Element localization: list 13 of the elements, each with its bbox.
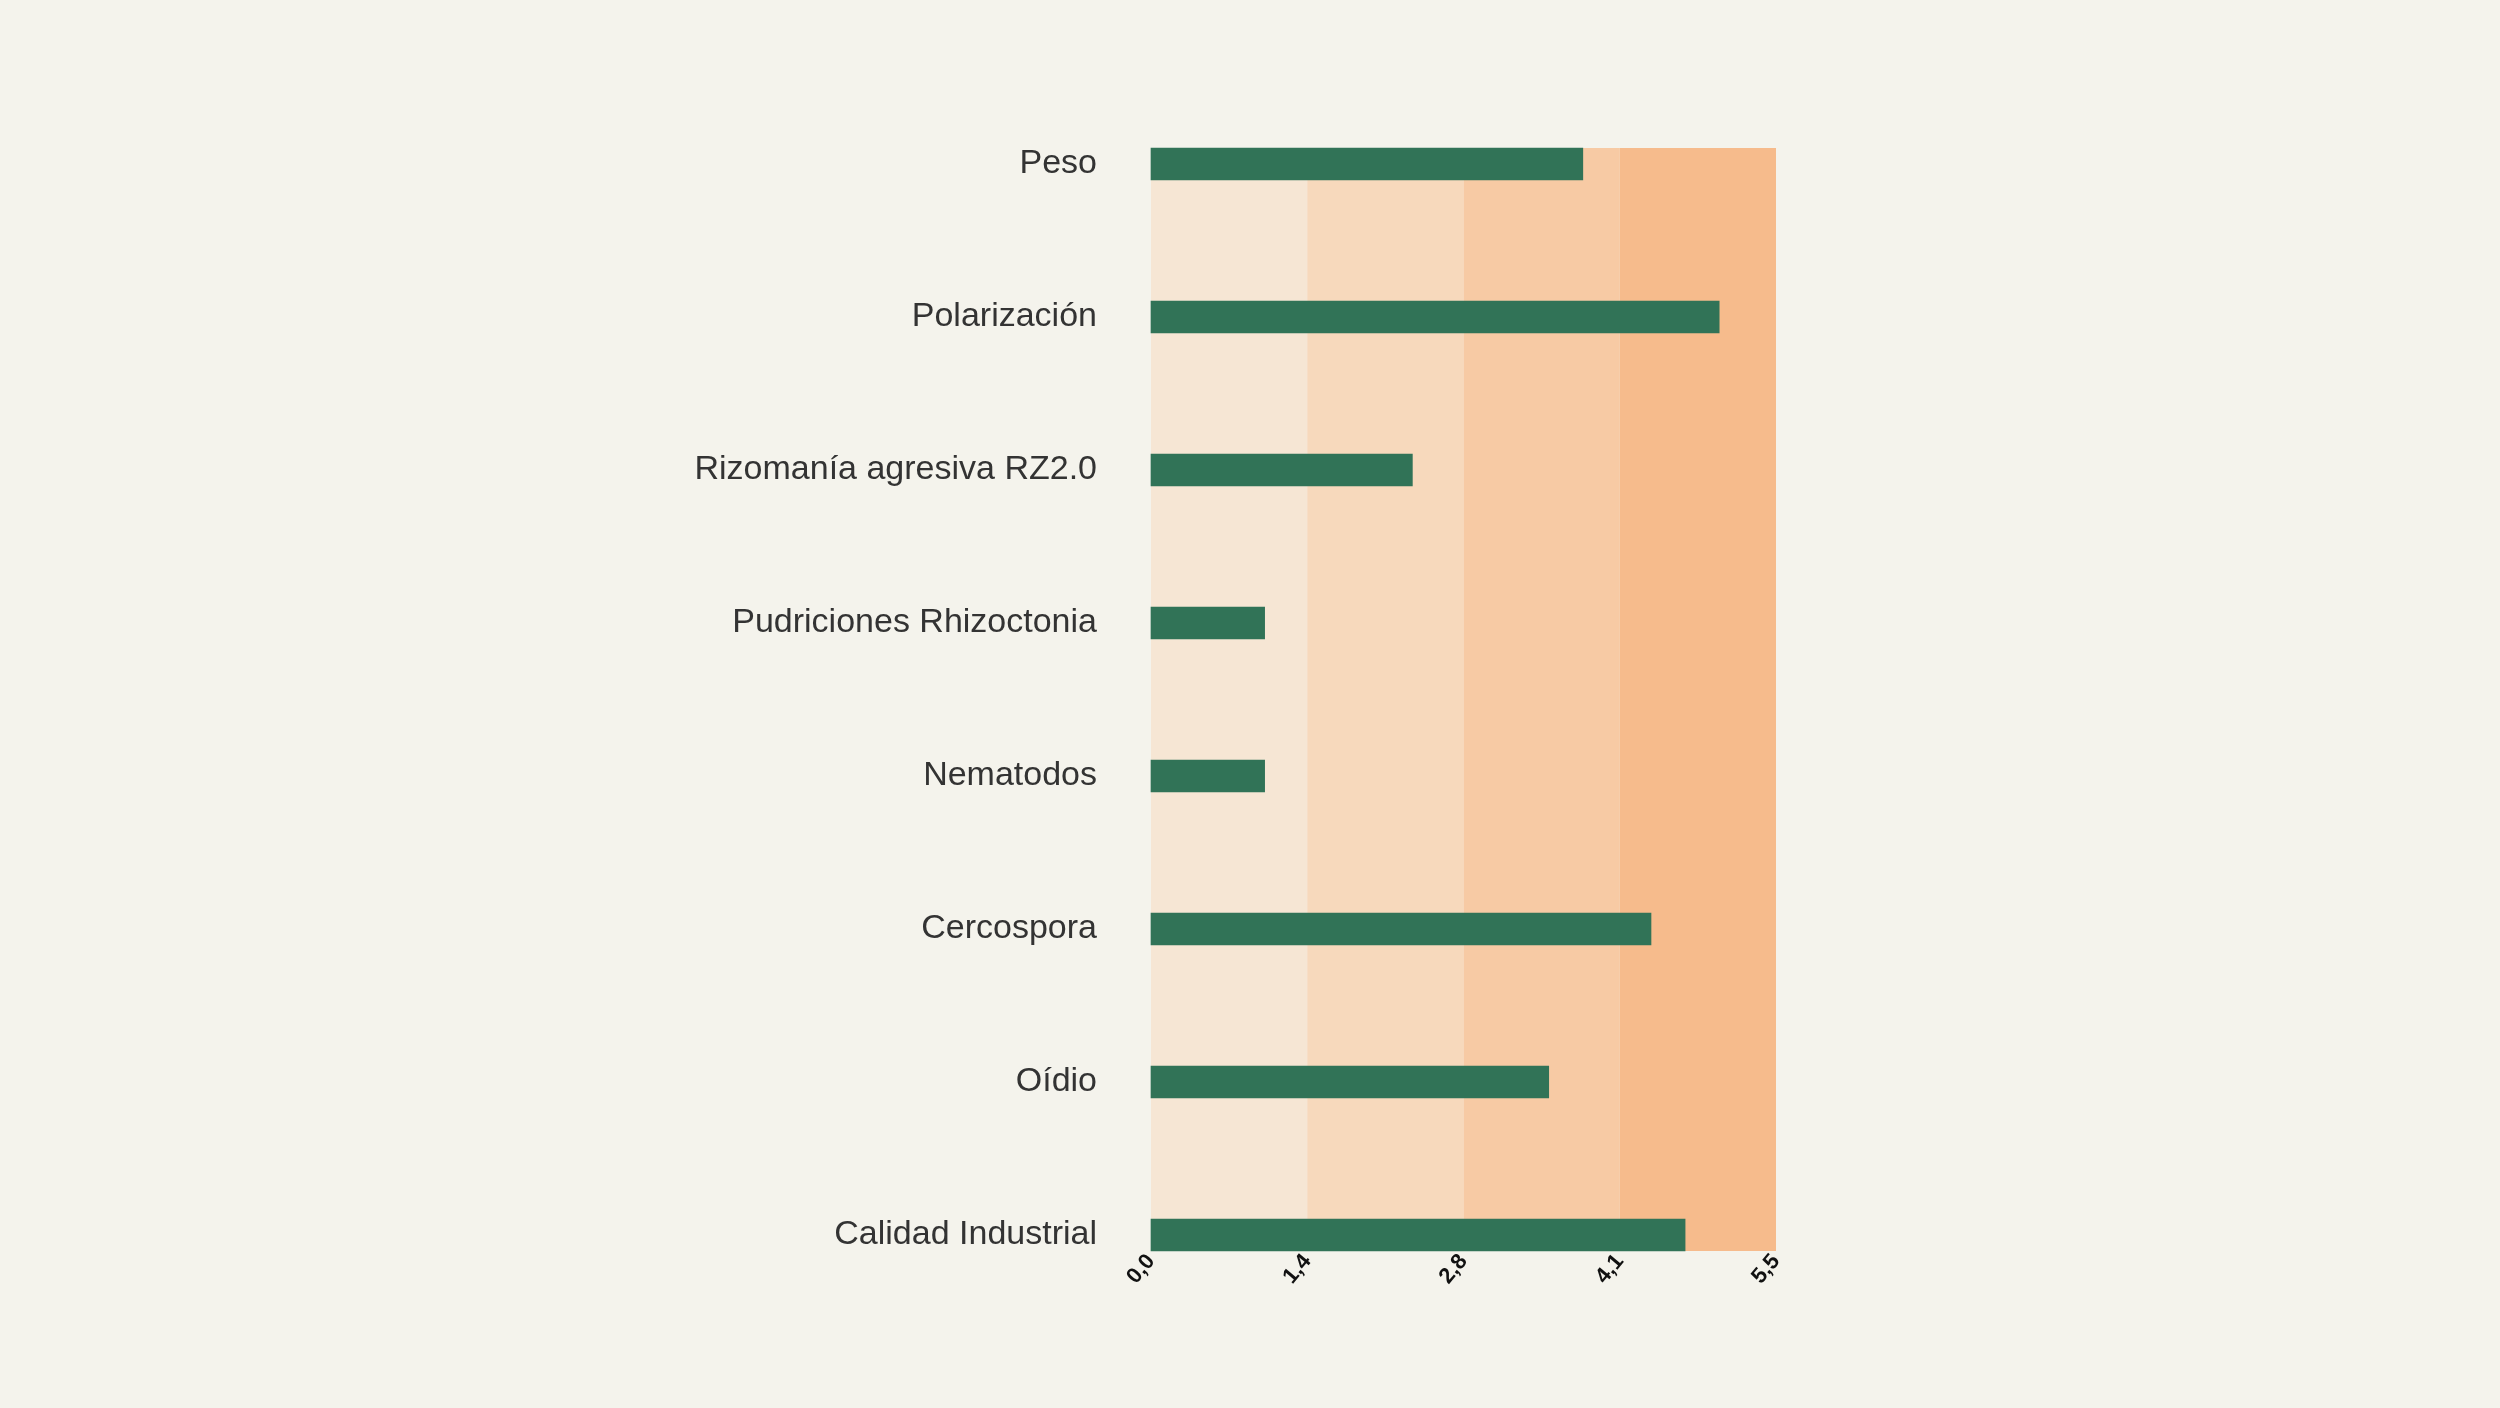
- y-tick-label: Pudriciones Rhizoctonia: [732, 601, 1098, 640]
- x-tick-label: 2,8: [1433, 1248, 1472, 1289]
- y-tick-label: Oídio: [1015, 1060, 1097, 1099]
- y-tick-label: Cercospora: [921, 907, 1098, 946]
- x-tick-label: 5,5: [1745, 1248, 1785, 1289]
- y-tick-label: Polarización: [911, 295, 1097, 334]
- x-tick-label: 4,1: [1589, 1248, 1629, 1289]
- y-tick-label: Nematodos: [923, 754, 1097, 793]
- x-tick-label: 0,0: [1120, 1248, 1160, 1289]
- x-tick-label: 1,4: [1276, 1247, 1317, 1289]
- y-tick-label: Peso: [1019, 142, 1097, 181]
- y-tick-label: Calidad Industrial: [834, 1213, 1097, 1252]
- y-tick-label: Rizomanía agresiva RZ2.0: [694, 448, 1097, 487]
